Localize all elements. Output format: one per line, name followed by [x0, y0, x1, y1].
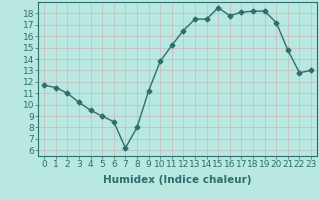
X-axis label: Humidex (Indice chaleur): Humidex (Indice chaleur) — [103, 175, 252, 185]
